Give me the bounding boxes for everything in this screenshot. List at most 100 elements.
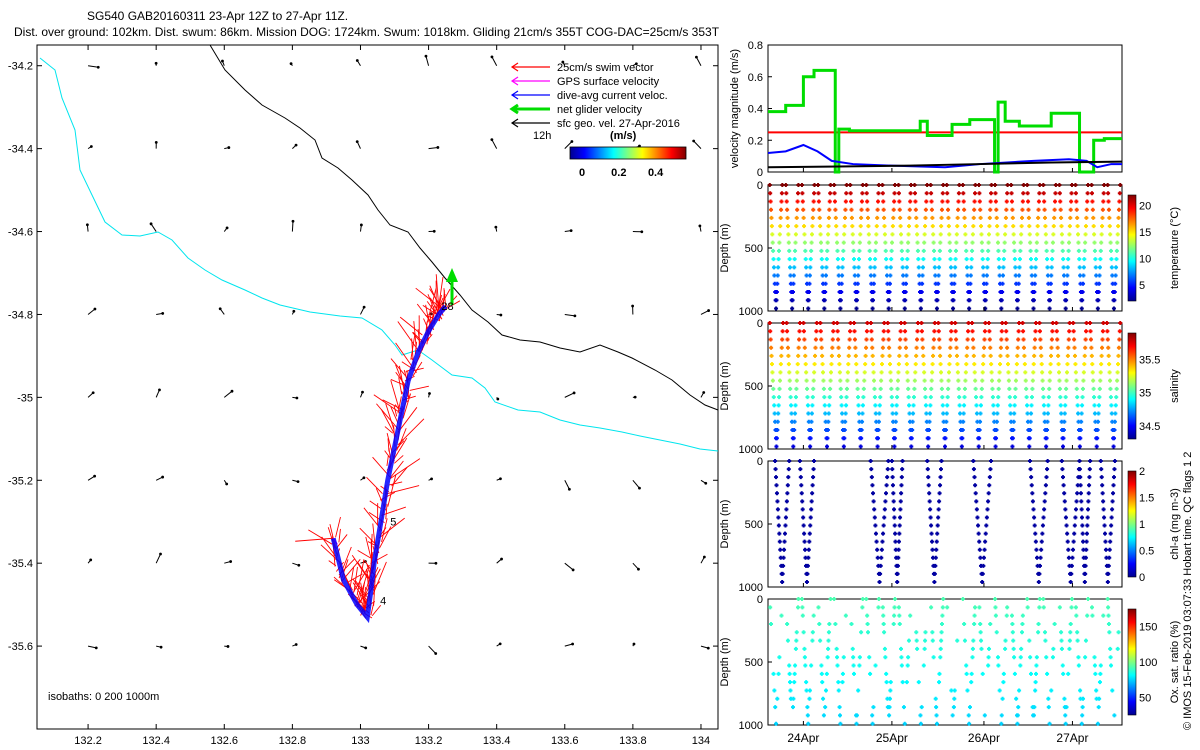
profile-point <box>1100 329 1105 334</box>
profile-point <box>836 337 841 342</box>
profile-point <box>1110 273 1115 278</box>
profile-point <box>818 638 823 643</box>
profile-point <box>907 207 912 212</box>
geo-velocity-arrow-head <box>498 642 502 646</box>
profile-point <box>855 386 860 391</box>
geo-velocity-arrow-head <box>500 557 503 561</box>
profile-point <box>1077 459 1082 463</box>
profile-point <box>1052 621 1057 626</box>
profile-point <box>954 240 959 245</box>
profile-point <box>1053 183 1058 187</box>
profile-point <box>999 713 1004 718</box>
profile-point <box>1061 257 1066 262</box>
profile-point <box>980 378 985 383</box>
profile-point <box>1067 232 1072 237</box>
profile-point <box>1047 378 1052 383</box>
profile-point <box>1016 329 1021 334</box>
profile-point <box>811 199 816 204</box>
profile-point <box>980 370 985 375</box>
profile-point <box>1020 621 1025 626</box>
profile-point <box>835 329 840 334</box>
profile-point <box>1050 321 1055 325</box>
profile-point <box>904 680 909 685</box>
profile-point <box>1038 345 1043 350</box>
geo-velocity-arrow-head <box>561 60 565 64</box>
profile-colorbar-tick: 50 <box>1139 692 1151 704</box>
profile-point <box>1042 499 1047 504</box>
profile-point <box>1097 696 1102 701</box>
profile-point <box>1109 257 1114 262</box>
profile-point <box>982 337 987 342</box>
profile-point <box>786 362 791 367</box>
profile-point <box>1104 321 1109 325</box>
profile-point <box>1065 531 1070 536</box>
profile-point <box>907 215 912 220</box>
profile-point <box>955 215 960 220</box>
profile-point <box>1098 663 1103 668</box>
profile-point <box>778 224 783 229</box>
profile-point <box>945 199 950 204</box>
map-ytick-label: -35.6 <box>8 641 33 653</box>
profile-point <box>1093 265 1098 270</box>
swim-vector <box>386 485 420 495</box>
geo-velocity-arrow-head <box>695 55 698 59</box>
profile-point <box>989 183 994 187</box>
profile-point <box>952 696 957 701</box>
profile-point <box>1029 265 1034 270</box>
swim-vector <box>338 528 341 543</box>
profile-point <box>822 395 827 400</box>
profile-point <box>888 688 893 693</box>
profile-point <box>995 240 1000 245</box>
profile-point <box>1004 199 1009 204</box>
profile-point <box>884 257 889 262</box>
profile-point <box>903 345 908 350</box>
geo-velocity-arrow-head <box>149 222 153 226</box>
profile-point <box>823 290 828 295</box>
profile-point <box>906 232 911 237</box>
profile-point <box>1066 547 1071 552</box>
profile-point <box>1111 306 1116 311</box>
profile-point <box>845 378 850 383</box>
profile-point <box>953 265 958 270</box>
profile-point <box>892 515 897 520</box>
profile-point <box>1012 257 1017 262</box>
profile-point <box>930 539 935 544</box>
profile-point <box>780 571 785 576</box>
profile-point <box>1028 467 1033 472</box>
profile-point <box>903 329 908 334</box>
profile-point <box>786 232 791 237</box>
track-label: 5 <box>390 517 396 529</box>
profile-point <box>996 386 1001 391</box>
profile-point <box>1114 248 1119 253</box>
profile-point <box>1036 215 1041 220</box>
profile-point <box>866 232 871 237</box>
profile-point <box>786 475 791 480</box>
profile-point <box>957 403 962 408</box>
profile-point <box>1103 539 1108 544</box>
profile-point <box>1045 428 1050 433</box>
profile-colorbar-tick: 35.5 <box>1139 355 1160 367</box>
profile-point <box>946 215 951 220</box>
profile-point <box>993 183 998 187</box>
profile-point <box>1026 199 1031 204</box>
profile-point <box>918 721 923 726</box>
profile-point <box>1073 507 1078 512</box>
profile-point <box>842 428 847 433</box>
profile-point <box>911 411 916 416</box>
profile-point <box>936 273 941 278</box>
profile-point <box>946 386 951 391</box>
profile-point <box>987 337 992 342</box>
profile-point <box>1016 281 1021 286</box>
swim-vector <box>335 516 341 538</box>
geo-velocity-arrow-head <box>633 395 637 399</box>
profile-point <box>809 411 814 416</box>
profile-point <box>991 403 996 408</box>
profile-point <box>1033 265 1038 270</box>
profile-point <box>825 655 830 660</box>
profile-point <box>772 688 777 693</box>
profile-point <box>864 345 869 350</box>
profile-point <box>841 444 846 449</box>
profile-point <box>851 663 856 668</box>
profile-point <box>803 248 808 253</box>
